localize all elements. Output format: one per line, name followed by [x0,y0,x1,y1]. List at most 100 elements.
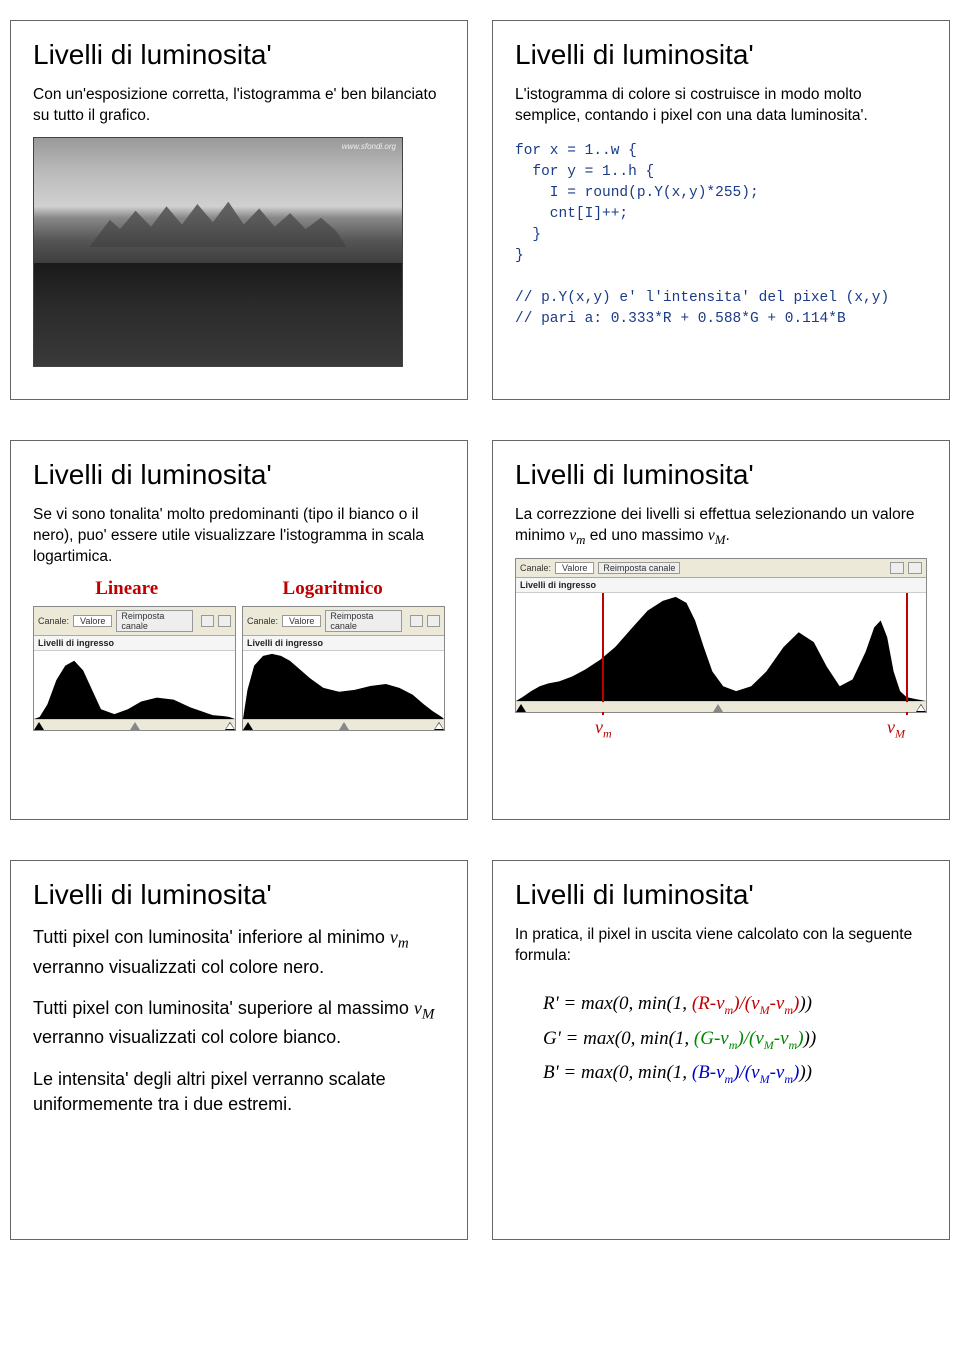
tb-reset-button3[interactable]: Reimposta canale [598,562,680,574]
formula-G: G' = max(0, min(1, (G-vm)/(vM-vm))) [543,1028,927,1053]
fb-d: -v [770,1062,785,1083]
vm-inline: vm [569,527,585,544]
tb-linear-icon2[interactable] [410,615,423,627]
vM-inline2: vM [414,998,435,1018]
s5-p1b: verranno visualizzati col colore nero. [33,957,324,977]
fg-d: -v [774,1028,789,1049]
fb-a: B' = max(0, min(1, [543,1062,692,1083]
big-hist-sliders [516,702,926,712]
slider-gray[interactable] [130,722,140,730]
slide5-title: Livelli di luminosita' [33,879,445,911]
big-hist-svg [516,593,926,701]
hist-ingresso-label: Livelli di ingresso [34,636,235,650]
s4-body-b: ed uno massimo [585,527,707,544]
hist-ingresso-label2: Livelli di ingresso [243,636,444,650]
slide-5: Livelli di luminosita' Tutti pixel con l… [10,860,468,1240]
tb-log-icon3[interactable] [908,562,922,574]
slide2-code: for x = 1..w { for y = 1..h { I = round(… [515,141,927,330]
hist-linear-path [34,660,235,718]
slider-gray2[interactable] [339,722,349,730]
slide4-title: Livelli di luminosita' [515,459,927,491]
slide-4: Livelli di luminosita' La correzzione de… [492,440,950,820]
slide5-p2: Tutti pixel con luminosita' superiore al… [33,996,445,1051]
slide-grid: Livelli di luminosita' Con un'esposizion… [10,20,950,1240]
castle-image-wrap: www.sfondi.org [33,137,403,367]
hist-toolbar-linear: Canale: Valore Reimposta canale [34,607,235,636]
mini-histogram-overlay [276,296,396,360]
slide2-title: Livelli di luminosita' [515,39,927,71]
slide3-body: Se vi sono tonalita' molto predominanti … [33,505,445,568]
fb-sub1: m [725,1072,734,1086]
tb-linear-icon3[interactable] [890,562,904,574]
big-hist-ingresso: Livelli di ingresso [516,578,926,592]
fb-f: )) [799,1062,812,1083]
hist-linear-sliders [34,720,235,730]
tb-valore-select2[interactable]: Valore [282,615,321,627]
fr-sub2: M [760,1003,770,1017]
tb-canale-label3: Canale: [520,563,551,573]
tb-valore-select3[interactable]: Valore [555,562,594,574]
fg-sub3: m [789,1037,798,1051]
tb-linear-icon[interactable] [201,615,214,627]
vm-line [602,593,604,715]
tb-reset-button[interactable]: Reimposta canale [116,610,192,632]
slide4-body: La correzzione dei livelli si effettua s… [515,505,927,548]
hist-log-path [243,654,444,719]
mini-histogram-svg [277,297,395,359]
vM-line [906,593,908,715]
label-linear: Lineare [95,578,158,600]
slide-2: Livelli di luminosita' L'istogramma di c… [492,20,950,400]
formula-B: B' = max(0, min(1, (B-vm)/(vM-vm))) [543,1062,927,1087]
tb-canale-label: Canale: [38,616,69,626]
slider-white[interactable] [225,722,235,730]
slide-6: Livelli di luminosita' In pratica, il pi… [492,860,950,1240]
slider-gray3[interactable] [713,704,723,712]
slider-black[interactable] [34,722,44,730]
fr-c: )/(v [733,993,759,1014]
fr-sub1: m [725,1003,734,1017]
tb-log-icon[interactable] [218,615,231,627]
s5-p2b: verranno visualizzati col colore bianco. [33,1027,341,1047]
slide1-title: Livelli di luminosita' [33,39,445,71]
slide-1: Livelli di luminosita' Con un'esposizion… [10,20,468,400]
slider-white3[interactable] [916,704,926,712]
slide5-p3: Le intensita' degli altri pixel verranno… [33,1067,445,1117]
s4-body-c: . [725,527,729,544]
vM-label: vM [887,717,905,742]
tb-log-icon2[interactable] [427,615,440,627]
slider-black3[interactable] [516,704,526,712]
tb-valore-select[interactable]: Valore [73,615,112,627]
hist-log-area [243,650,444,720]
big-histogram-panel: Canale: Valore Reimposta canale Livelli … [515,558,927,713]
hist-panel-linear: Canale: Valore Reimposta canale Livelli … [33,606,236,731]
fr-d: -v [770,993,785,1014]
slide5-p1: Tutti pixel con luminosita' inferiore al… [33,925,445,980]
label-log: Logaritmico [283,578,383,600]
castle-image: www.sfondi.org [33,137,403,367]
hist-linear-svg [34,651,235,719]
hist-toolbar-log: Canale: Valore Reimposta canale [243,607,444,636]
vM-inline: vM [708,527,726,544]
fr-b: (R-v [692,993,725,1014]
mini-histogram-path [277,305,395,359]
vm-label: vm [595,717,612,742]
dual-histogram: Canale: Valore Reimposta canale Livelli … [33,606,445,731]
fb-c: )/(v [733,1062,759,1083]
fr-f: )) [799,993,812,1014]
fr-sub3: m [784,1003,793,1017]
slide6-p1: In pratica, il pixel in uscita viene cal… [515,925,927,967]
slider-black2[interactable] [243,722,253,730]
s5-p2a: Tutti pixel con luminosita' superiore al… [33,998,414,1018]
vm-inline2: vm [390,927,409,947]
fg-sub2: M [764,1037,774,1051]
slide2-body: L'istogramma di colore si costruisce in … [515,85,927,127]
slide1-body: Con un'esposizione corretta, l'istogramm… [33,85,445,127]
big-hist-area [516,592,926,702]
vm-vM-labels: vm vM [515,713,927,742]
s5-p1a: Tutti pixel con luminosita' inferiore al… [33,927,390,947]
hist-log-sliders [243,720,444,730]
tb-reset-button2[interactable]: Reimposta canale [325,610,401,632]
tb-canale-label2: Canale: [247,616,278,626]
hist-linear-area [34,650,235,720]
slider-white2[interactable] [434,722,444,730]
